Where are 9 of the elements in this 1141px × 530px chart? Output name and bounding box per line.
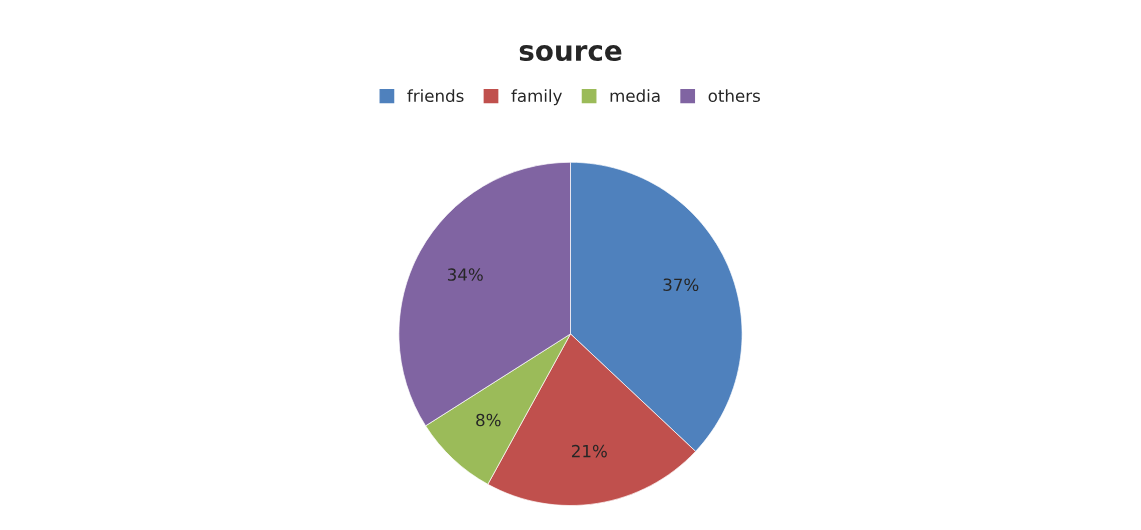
legend-label: media xyxy=(610,89,660,103)
data-label: 21% xyxy=(571,444,607,458)
chart-title: source xyxy=(519,45,622,62)
data-label: 8% xyxy=(476,413,501,427)
data-label: 34% xyxy=(447,268,483,281)
data-label: 37% xyxy=(663,278,699,292)
legend-label: family xyxy=(511,89,562,106)
legend-label: others xyxy=(708,89,760,103)
legend-label: friends xyxy=(407,89,464,103)
